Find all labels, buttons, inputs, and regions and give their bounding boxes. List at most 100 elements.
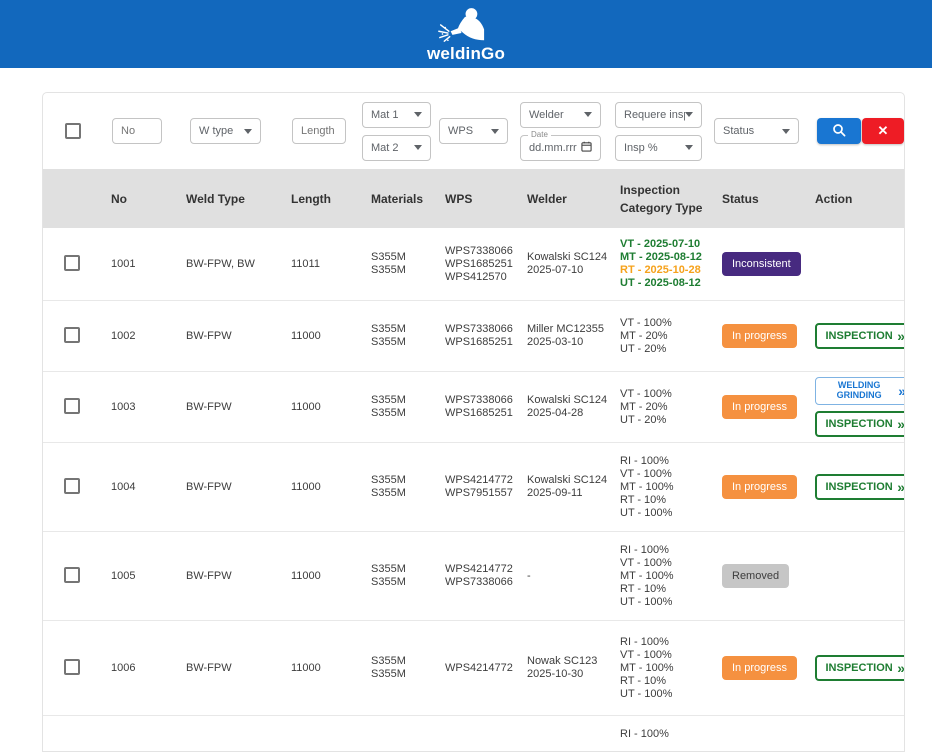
length-filter-input[interactable] [292,118,346,144]
status-badge: Inconsistent [722,252,801,276]
inspection-button[interactable]: INSPECTION» [815,655,905,681]
app-logo: weldinGo [427,5,505,64]
cell-no: 1006 [111,662,136,674]
row-checkbox[interactable] [64,477,80,494]
chevron-down-icon [414,112,422,117]
chevron-down-icon [491,128,499,134]
cell-wps: WPS7338066 WPS1685251 [445,394,513,419]
select-all-checkbox[interactable] [65,123,81,139]
welds-panel: W type Mat 1 Mat 2 WPS Welder Date dd.mm… [42,92,905,752]
close-icon: ✕ [877,123,889,138]
cell-inspections: RI - 100% [620,728,669,740]
cell-welder: - [527,569,531,582]
cell-weld-type: BW-FPW [186,481,232,493]
col-header-action: Action [815,191,853,206]
double-chevron-icon: » [897,328,905,344]
cell-wps: WPS4214772 [445,661,513,674]
mat1-filter-select[interactable]: Mat 1 [362,101,431,128]
cell-inspections: VT - 100% MT - 20% UT - 20% [620,316,672,355]
cell-welder: Kowalski SC124 2025-04-28 [527,394,608,419]
cell-inspections: RI - 100% VT - 100% MT - 100% RT - 10% UT - … [620,543,674,608]
row-checkbox[interactable] [64,326,80,343]
cell-inspections: RI - 100% VT - 100% MT - 100% RT - 10% UT - … [620,454,674,519]
clear-filters-button[interactable]: ✕ [862,118,904,144]
cell-no: 1005 [111,570,136,582]
cell-length: 11000 [291,570,321,582]
cell-length: 11000 [291,481,321,493]
cell-length: 11000 [291,401,321,413]
cell-no: 1001 [111,258,136,270]
double-chevron-icon: » [897,479,905,495]
col-header-wps: WPS [445,191,473,206]
cell-materials: S355M S355M [371,323,406,348]
row-checkbox[interactable] [64,566,80,583]
cell-wps: WPS4214772 WPS7951557 [445,474,513,499]
filter-bar: W type Mat 1 Mat 2 WPS Welder Date dd.mm… [43,93,904,169]
cell-wps: WPS4214772 WPS7338066 [445,563,513,588]
status-badge: In progress [722,475,798,499]
app-header: weldinGo [0,0,932,68]
col-header-weld-type: Weld Type [186,191,245,206]
cell-length: 11000 [291,662,321,674]
status-badge: In progress [722,395,798,419]
status-badge: In progress [722,324,798,348]
table-header-row: No Weld Type Length Materials WPS Welder… [43,169,904,228]
weld-type-filter-select[interactable]: W type [190,118,261,144]
col-header-status: Status [722,191,759,206]
calendar-icon[interactable] [581,141,592,155]
cell-weld-type: BW-FPW [186,401,232,413]
welder-filter-select[interactable]: Welder [520,101,601,128]
cell-action: INSPECTION» [815,474,905,500]
cell-status: Inconsistent [722,252,815,276]
status-badge: Removed [722,564,790,588]
inspection-button[interactable]: INSPECTION» [815,474,905,500]
length-filter-field[interactable] [301,125,337,137]
cell-length: 11000 [291,330,321,342]
cell-welder: Nowak SC123 2025-10-30 [527,655,598,680]
inspection-button[interactable]: INSPECTION» [815,323,905,349]
chevron-down-icon [244,128,252,134]
col-header-length: Length [291,191,331,206]
search-button[interactable] [817,118,861,144]
chevron-down-icon [782,128,790,134]
no-filter-input[interactable] [112,118,162,144]
table-row: 1006 BW-FPW 11000 S355M S355M WPS4214772 … [43,621,904,716]
app-title: weldinGo [426,43,506,63]
double-chevron-icon: » [898,383,904,399]
cell-status: In progress [722,324,815,348]
cell-weld-type: BW-FPW [186,570,232,582]
no-filter-field[interactable] [121,125,153,137]
cell-status: In progress [722,395,815,419]
mat2-filter-select[interactable]: Mat 2 [362,134,431,161]
cell-materials: S355M S355M [371,655,406,680]
search-icon [832,123,846,140]
cell-welder: Kowalski SC124 2025-09-11 [527,474,608,499]
wps-filter-select[interactable]: WPS [439,118,508,144]
cell-inspections: VT - 2025-07-10 MT - 2025-08-12 RT - 2025-… [620,238,702,289]
chevron-down-icon [685,145,693,150]
require-inspection-filter-select[interactable]: Requere inspe. [615,101,702,128]
inspection-button[interactable]: INSPECTION» [815,411,904,437]
col-header-materials: Materials [371,191,424,206]
cell-inspections: RI - 100% VT - 100% MT - 100% RT - 10% UT - … [620,635,674,700]
col-header-no: No [111,191,127,206]
col-header-welder: Welder [527,191,567,206]
table-body: 1001 BW-FPW, BW 11011 S355M S355M WPS7338… [43,228,905,751]
cell-welder: Kowalski SC124 2025-07-10 [527,251,608,276]
cell-wps: WPS7338066 WPS1685251 WPS412570 [445,244,513,283]
status-filter-select[interactable]: Status [714,118,799,144]
table-row: 1003 BW-FPW 11000 S355M S355M WPS7338066 W… [43,372,904,443]
col-header-inspection-category: Inspection Category Type [620,182,703,215]
table-row: 1002 BW-FPW 11000 S355M S355M WPS7338066 W… [43,301,904,372]
date-filter-input[interactable]: Date dd.mm.rrr [520,130,601,161]
cell-welder: Miller MC12355 2025-03-10 [527,323,605,348]
double-chevron-icon: » [897,660,905,676]
cell-weld-type: BW-FPW, BW [186,258,255,270]
row-checkbox[interactable] [64,397,80,414]
cell-status: In progress [722,656,815,680]
insp-percent-filter-select[interactable]: Insp % [615,134,702,161]
row-checkbox[interactable] [64,254,80,271]
row-checkbox[interactable] [64,658,80,675]
